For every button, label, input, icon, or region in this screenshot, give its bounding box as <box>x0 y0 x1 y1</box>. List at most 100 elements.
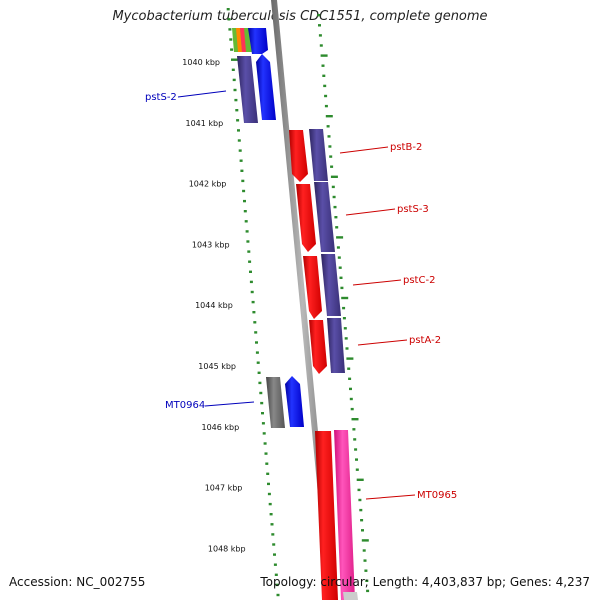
tick-mark <box>267 482 270 486</box>
tick-mark <box>238 149 242 152</box>
tick-mark <box>348 377 352 380</box>
tick-mark <box>271 533 275 536</box>
tick-mark <box>255 341 258 344</box>
tick-mark <box>265 462 269 465</box>
tick-mark <box>343 327 347 330</box>
gene-pstS-3-arrow <box>296 184 316 252</box>
tick-mark <box>251 300 255 304</box>
tick-mark <box>261 412 264 415</box>
gene-leader-line <box>339 146 389 154</box>
tick-mark <box>235 109 239 112</box>
tick-mark <box>332 195 336 199</box>
tick-mark <box>249 270 252 273</box>
tick-mark <box>261 422 265 425</box>
gene-pstA-2-arrow <box>309 320 327 374</box>
tick-mark <box>318 24 321 27</box>
tick-mark <box>333 205 337 209</box>
tick-mark <box>354 448 358 451</box>
tick-mark <box>254 331 258 334</box>
tick-mark <box>318 34 322 37</box>
scale-label: 1047 kbp <box>205 484 243 493</box>
tick-mark <box>346 357 354 360</box>
gene-label-pstC-2[interactable]: pstC-2 <box>403 275 435 286</box>
gene-fragment-bottom <box>343 592 358 600</box>
gene-pstS-2-arrow <box>256 54 276 120</box>
tick-mark <box>252 311 256 314</box>
tick-mark <box>263 442 267 445</box>
tick-mark <box>267 492 271 496</box>
tick-mark <box>268 502 272 506</box>
tick-mark <box>347 367 351 370</box>
gene-label-pstB-2[interactable]: pstB-2 <box>390 142 422 153</box>
scale-label: 1042 kbp <box>189 180 227 189</box>
gene-leader-line <box>357 339 408 346</box>
tick-mark <box>228 28 232 31</box>
gene-MT0965-cds <box>334 430 355 600</box>
tick-mark <box>340 286 344 290</box>
gene-pstB-2-arrow <box>289 130 308 182</box>
tick-mark <box>342 317 346 320</box>
gene-pstA-2-cds <box>327 318 345 373</box>
tick-mark <box>322 74 326 77</box>
scale-label: 1040 kbp <box>182 58 220 67</box>
page-title: Mycobacterium tuberculosis CDC1551, comp… <box>112 9 488 24</box>
gene-MT0965-arrow <box>315 431 338 600</box>
tick-mark <box>365 579 369 582</box>
gene-label-pstA-2[interactable]: pstA-2 <box>409 335 441 346</box>
genome-summary-text: Topology: circular; Length: 4,403,837 bp… <box>260 575 590 589</box>
forward-genes <box>237 54 304 428</box>
scale-labels: 1040 kbp 1041 kbp 1042 kbp 1043 kbp 1044 kbp… <box>182 58 245 553</box>
tick-mark <box>232 78 236 82</box>
gene-label-pstS-2[interactable]: pstS-2 <box>145 92 177 103</box>
tick-mark <box>240 169 244 172</box>
tick-mark <box>330 165 334 168</box>
gene-fragment <box>248 28 268 54</box>
scale-label: 1043 kbp <box>192 240 230 249</box>
reverse-genes <box>289 129 358 600</box>
tick-mark <box>329 155 333 158</box>
tick-mark <box>259 391 263 395</box>
tick-mark <box>262 432 266 435</box>
tick-mark <box>358 498 362 502</box>
gene-label-MT0964[interactable]: MT0964 <box>165 400 205 411</box>
tick-mark <box>324 104 328 108</box>
tick-mark <box>364 569 368 572</box>
tick-mark <box>334 216 338 219</box>
gene-label-pstS-3[interactable]: pstS-3 <box>397 204 429 215</box>
gene-leader-line <box>365 494 416 500</box>
gene-label-MT0965[interactable]: MT0965 <box>417 490 457 501</box>
tick-mark <box>231 68 235 71</box>
tick-mark <box>248 260 252 263</box>
tick-mark <box>246 240 250 243</box>
tick-mark <box>273 563 277 566</box>
tick-mark <box>327 135 331 138</box>
gene-pstC-2-arrow <box>303 256 322 319</box>
tick-mark <box>352 428 356 431</box>
tick-mark <box>344 337 348 340</box>
scale-label: 1045 kbp <box>198 362 236 371</box>
tick-mark <box>236 119 240 122</box>
tick-mark <box>349 397 353 401</box>
tick-mark <box>363 559 367 562</box>
tick-mark <box>226 8 230 11</box>
tick-mark <box>357 488 361 492</box>
scale-label: 1044 kbp <box>195 301 233 310</box>
tick-mark <box>256 361 260 364</box>
gene-pstB-2-cds <box>309 129 328 181</box>
tick-mark <box>233 88 237 92</box>
tick-mark <box>323 84 327 88</box>
gene-pstS-3-cds <box>314 182 335 252</box>
gene-labels: pstS-2 pstB-2 pstS-3 pstC-2 pstA-2 MT0964 MT09… <box>145 90 457 501</box>
gene-leader-line <box>352 279 402 286</box>
scale-label: 1046 kbp <box>201 423 239 432</box>
tick-mark <box>266 472 270 475</box>
tick-mark <box>250 290 254 294</box>
tick-mark <box>330 175 338 178</box>
tick-mark <box>321 64 325 67</box>
scale-label: 1048 kbp <box>208 544 246 553</box>
tick-mark <box>275 583 279 587</box>
tick-mark <box>269 513 273 516</box>
tick-mark <box>260 401 264 405</box>
